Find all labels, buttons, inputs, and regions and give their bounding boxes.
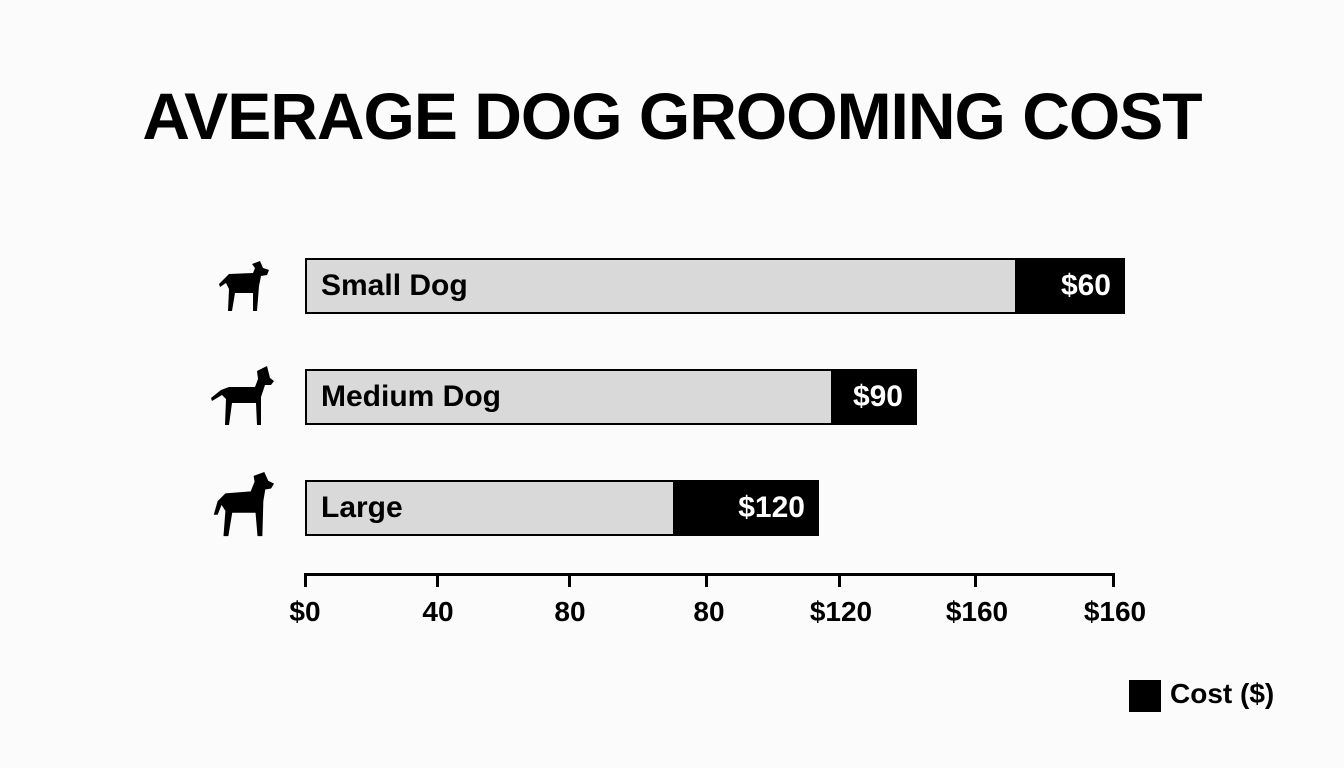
x-tick [1112,573,1115,587]
bar-label: Large [321,491,403,524]
x-axis-line [305,573,1114,576]
legend-label: Cost ($) [1170,678,1275,709]
large-dog-icon [213,471,275,537]
x-tick-label: 80 [693,596,725,627]
bar-large: Large $120 [305,480,819,536]
bar-small-dog: Small Dog $60 [305,258,1125,314]
x-tick [974,573,977,587]
small-dog-icon [219,261,269,311]
bar-label: Small Dog [321,269,468,302]
value-label: $60 [1060,269,1111,302]
value-label: $120 [738,491,805,524]
x-tick [568,573,571,587]
chart-title: AVERAGE DOG GROOMING COST [142,79,1202,153]
x-tick [436,573,439,587]
x-tick-label: $120 [809,596,873,627]
legend-swatch [1129,680,1161,712]
x-tick [838,573,841,587]
x-tick [705,573,708,587]
x-tick-label: $160 [945,596,1009,627]
value-label: $90 [852,380,903,413]
x-tick-label: 80 [554,596,586,627]
x-tick-label: $160 [1083,596,1147,627]
bar-label: Medium Dog [321,380,501,413]
x-tick-label: 40 [422,596,454,627]
x-tick [304,573,307,587]
medium-dog-icon [211,366,274,425]
bar-value-segment [673,482,817,534]
bar-value-segment [1015,260,1123,312]
bar-value-segment [831,371,915,423]
x-tick-label: $0 [289,596,321,627]
bar-medium-dog: Medium Dog $90 [305,369,917,425]
